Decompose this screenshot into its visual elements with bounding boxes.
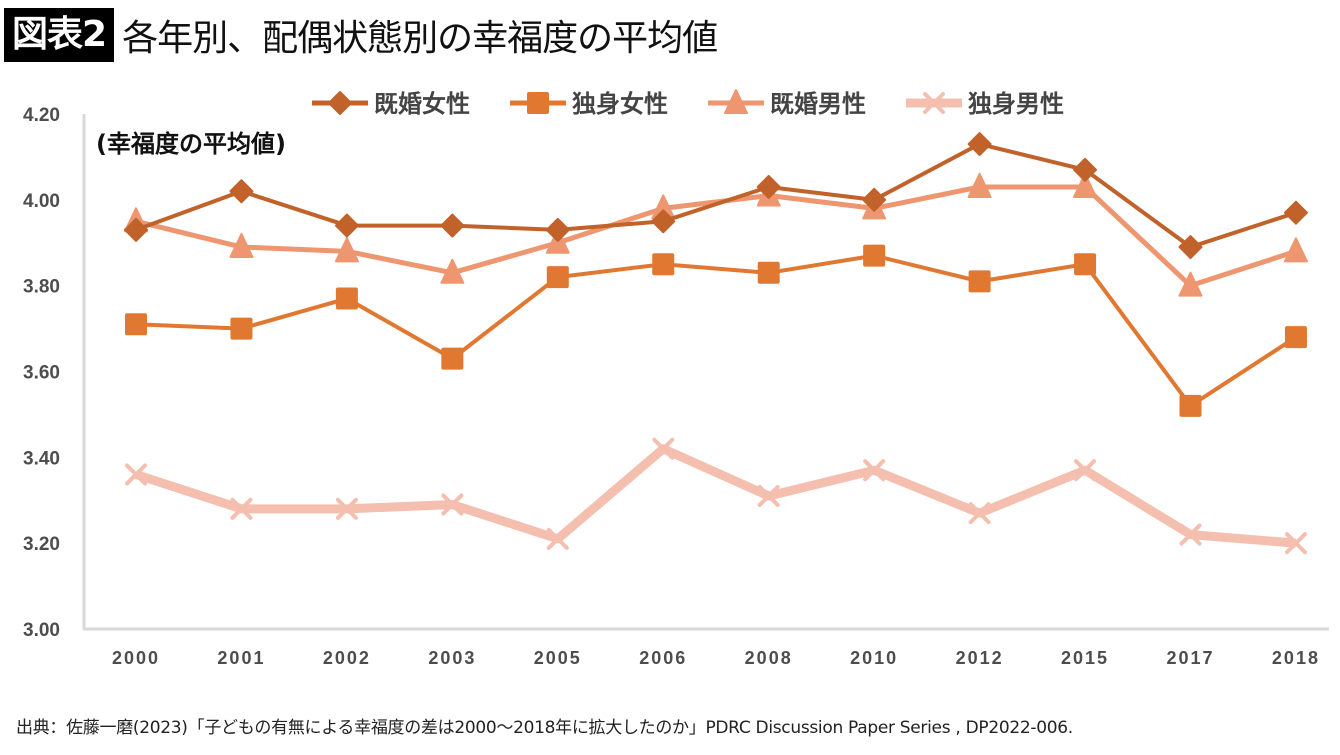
data-point-triangle xyxy=(229,233,254,259)
line-chart: 3.003.203.403.603.804.004.20 2000 2001 200… xyxy=(23,89,1329,668)
x-tick-label: 2008 xyxy=(745,648,793,668)
data-point-x xyxy=(1284,532,1307,555)
data-point-diamond xyxy=(545,217,570,242)
x-tick-label: 2015 xyxy=(1061,648,1109,668)
data-point-x xyxy=(230,497,253,520)
series-line xyxy=(135,184,1297,289)
y-tick-label: 3.40 xyxy=(23,448,60,469)
data-point-x xyxy=(1179,523,1202,546)
legend-label: 独身女性 xyxy=(572,90,668,118)
series-square xyxy=(125,244,1307,417)
data-point-square xyxy=(1179,394,1202,417)
series-line xyxy=(135,142,1297,250)
axes xyxy=(82,114,1329,631)
series-line xyxy=(135,253,1298,408)
data-point-diamond xyxy=(1178,235,1203,260)
data-point-triangle xyxy=(334,237,359,263)
legend-item: 既婚男性 xyxy=(708,89,866,118)
data-point-square xyxy=(125,313,147,336)
series-line xyxy=(134,444,1297,548)
data-point-x xyxy=(125,463,147,486)
data-point-diamond xyxy=(651,209,676,234)
x-tick-label: 2017 xyxy=(1166,648,1214,668)
data-point-diamond xyxy=(967,132,992,157)
data-point-x xyxy=(1074,459,1097,482)
data-point-x xyxy=(968,502,991,525)
legend-label: 既婚女性 xyxy=(374,90,470,118)
data-point-square xyxy=(652,253,675,276)
data-point-triangle xyxy=(440,258,465,284)
series-triangle xyxy=(124,172,1308,297)
data-point-square xyxy=(230,317,253,340)
data-point-x xyxy=(652,437,675,460)
series-diamond xyxy=(124,132,1308,260)
y-tick-label: 3.80 xyxy=(23,277,60,298)
x-tick-label: 2001 xyxy=(217,648,265,668)
y-tick-label: 4.20 xyxy=(23,105,60,126)
x-tick-label: 2005 xyxy=(534,648,582,668)
data-point-x xyxy=(757,484,780,507)
y-axis-unit-label: (幸福度の平均値) xyxy=(96,130,286,158)
y-tick-label: 4.00 xyxy=(23,191,60,212)
data-point-diamond xyxy=(1283,200,1308,225)
data-point-diamond xyxy=(440,213,465,238)
data-point-triangle xyxy=(967,172,992,198)
source-citation: 出典：佐藤一磨(2023)「子どもの有無による幸福度の差は2000～2018年に… xyxy=(16,718,1073,738)
data-point-diamond xyxy=(756,174,781,199)
x-tick-label: 2002 xyxy=(323,648,371,668)
data-point-square xyxy=(968,270,991,293)
legend-marker-triangle-icon xyxy=(724,89,748,114)
data-point-triangle xyxy=(1073,172,1098,198)
data-point-diamond xyxy=(862,187,887,212)
data-point-square xyxy=(757,261,780,284)
x-tick-labels: 2000 2001 2002 2003 2005 2006 2008 2010 2012 2015… xyxy=(112,648,1320,668)
y-tick-labels: 3.00 3.20 3.40 3.60 3.80 4.00 4.20 xyxy=(23,105,60,641)
data-point-square xyxy=(546,266,569,289)
data-point-x xyxy=(335,497,358,520)
data-point-x xyxy=(441,493,464,516)
y-tick-label: 3.20 xyxy=(23,534,60,555)
x-tick-label: 2018 xyxy=(1272,648,1320,668)
figure-header: 図表2 各年別、配偶状態別の幸福度の平均値 xyxy=(4,8,718,62)
figure-badge: 図表2 xyxy=(4,8,115,62)
data-point-square xyxy=(863,244,886,267)
data-point-diamond xyxy=(1073,157,1098,182)
legend-label: 独身男性 xyxy=(968,90,1064,118)
data-point-square xyxy=(335,287,358,310)
data-point-diamond xyxy=(334,213,359,238)
figure-title: 各年別、配偶状態別の幸福度の平均値 xyxy=(122,18,718,59)
data-point-square xyxy=(441,347,464,370)
y-tick-label: 3.00 xyxy=(23,620,60,641)
x-tick-label: 2010 xyxy=(850,648,898,668)
legend-item: 独身女性 xyxy=(510,90,668,118)
data-point-diamond xyxy=(124,217,148,242)
x-tick-label: 2003 xyxy=(428,648,476,668)
data-point-triangle xyxy=(1283,237,1308,263)
y-tick-label: 3.60 xyxy=(23,363,60,384)
x-tick-label: 2012 xyxy=(956,648,1004,668)
data-point-triangle xyxy=(1178,271,1203,297)
legend-marker-diamond-icon xyxy=(328,91,352,115)
series-layer xyxy=(124,132,1308,555)
data-point-square xyxy=(1074,253,1097,276)
legend-label: 既婚男性 xyxy=(770,90,866,118)
x-tick-label: 2006 xyxy=(639,648,687,668)
legend-marker-square-icon xyxy=(527,92,549,114)
data-point-x xyxy=(546,527,569,550)
data-point-x xyxy=(863,459,886,482)
x-tick-label: 2000 xyxy=(112,648,160,668)
series-x xyxy=(125,437,1307,555)
data-point-square xyxy=(1284,326,1307,349)
legend: 既婚女性 独身女性 既婚男性 独身男性 xyxy=(312,89,1064,118)
legend-item: 独身男性 xyxy=(906,90,1064,118)
legend-item: 既婚女性 xyxy=(312,90,470,118)
legend-marker-x-icon xyxy=(923,92,945,114)
data-point-diamond xyxy=(229,179,254,204)
